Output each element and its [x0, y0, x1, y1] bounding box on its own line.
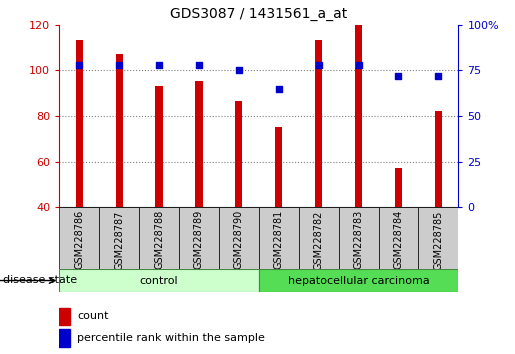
Text: GSM228784: GSM228784 [393, 210, 403, 269]
Bar [115, 55, 123, 207]
Text: GSM228785: GSM228785 [434, 210, 443, 269]
Bar [179, 207, 219, 269]
Bar [59, 269, 259, 292]
Bar [315, 40, 322, 207]
Text: GSM228787: GSM228787 [114, 210, 124, 269]
Point [394, 73, 403, 79]
Text: GSM228788: GSM228788 [154, 210, 164, 269]
Text: GSM228783: GSM228783 [354, 210, 364, 269]
Bar [299, 207, 339, 269]
Point [235, 68, 243, 73]
Bar [355, 25, 362, 207]
Bar [259, 207, 299, 269]
Bar [139, 207, 179, 269]
Point [155, 62, 163, 68]
Point [354, 62, 363, 68]
Text: count: count [77, 312, 109, 321]
Text: percentile rank within the sample: percentile rank within the sample [77, 333, 265, 343]
Bar [76, 40, 83, 207]
Point [195, 62, 203, 68]
Text: disease state: disease state [3, 275, 77, 285]
Bar [395, 169, 402, 207]
Bar [59, 207, 99, 269]
Bar [156, 86, 163, 207]
Text: control: control [140, 275, 178, 286]
Point [434, 73, 442, 79]
Bar [259, 269, 458, 292]
Bar [435, 112, 442, 207]
Text: GSM228782: GSM228782 [314, 210, 323, 269]
Text: GSM228781: GSM228781 [274, 210, 284, 269]
Bar [59, 308, 71, 325]
Text: hepatocellular carcinoma: hepatocellular carcinoma [288, 275, 430, 286]
Bar [219, 207, 259, 269]
Bar [195, 81, 202, 207]
Text: GSM228786: GSM228786 [74, 210, 84, 269]
Bar [275, 127, 282, 207]
Point [315, 62, 323, 68]
Text: GSM228790: GSM228790 [234, 210, 244, 269]
Bar [59, 329, 71, 347]
Bar [235, 101, 243, 207]
Point [274, 86, 283, 91]
Point [75, 62, 83, 68]
Bar [339, 207, 379, 269]
Title: GDS3087 / 1431561_a_at: GDS3087 / 1431561_a_at [170, 7, 348, 21]
Bar [379, 207, 418, 269]
Point [115, 62, 123, 68]
Bar [99, 207, 139, 269]
Text: GSM228789: GSM228789 [194, 210, 204, 269]
Bar [418, 207, 458, 269]
